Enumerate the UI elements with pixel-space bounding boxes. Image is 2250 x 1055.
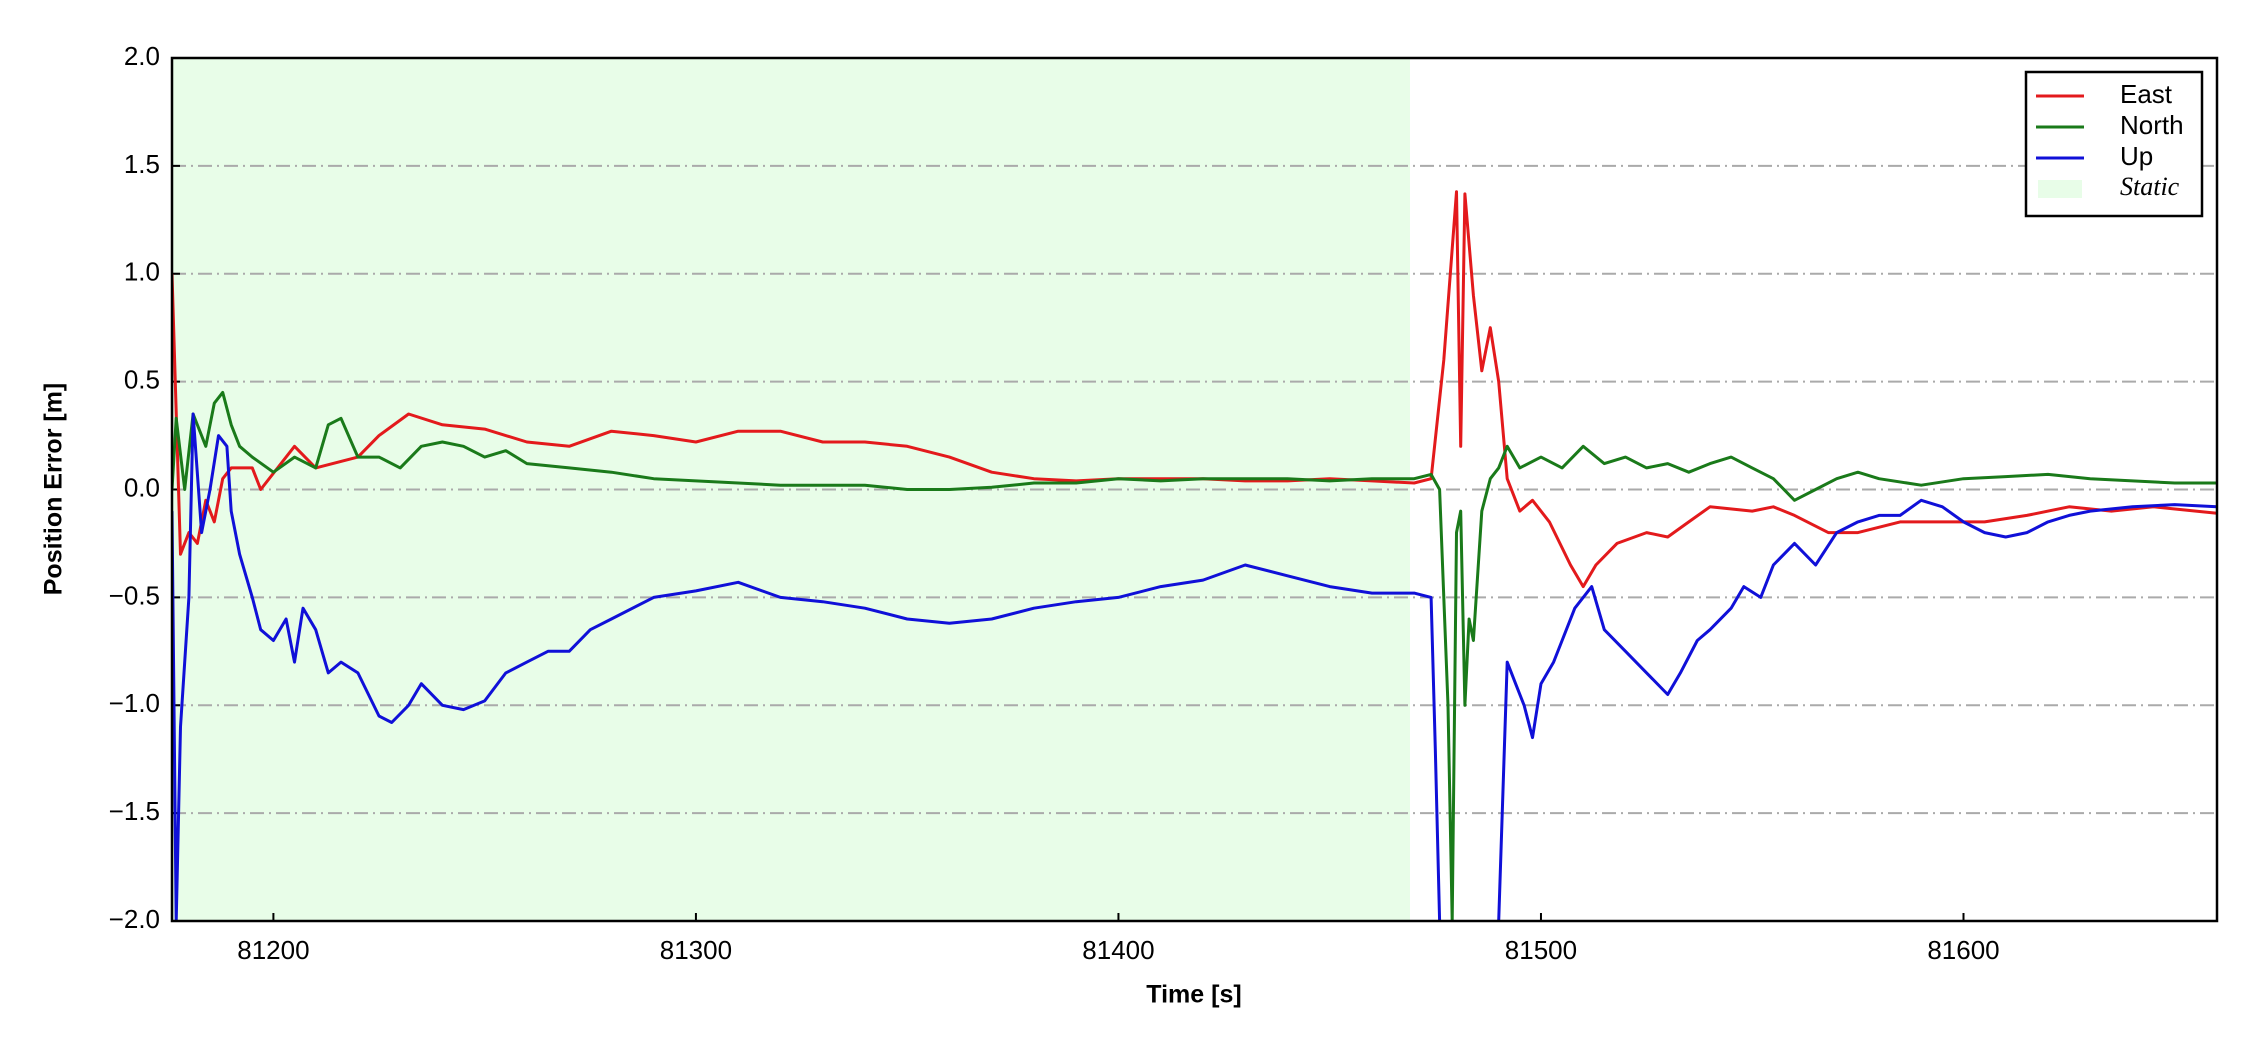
- y-axis-label: Position Error [m]: [40, 383, 68, 596]
- x-tick-label: 81400: [1082, 935, 1154, 965]
- x-tick-label: 81200: [237, 935, 309, 965]
- plot-lines: [172, 190, 2217, 921]
- series-line: [172, 390, 2217, 921]
- series-line: [172, 412, 2217, 921]
- y-tick-label: 0.0: [124, 472, 160, 502]
- y-tick-label: −1.0: [109, 688, 160, 718]
- y-tick-label: −1.5: [109, 796, 160, 826]
- legend-label: East: [2120, 79, 2173, 109]
- legend-swatch: [2038, 180, 2082, 198]
- y-tick-label: 1.5: [124, 149, 160, 179]
- y-tick-label: −2.0: [109, 904, 160, 934]
- plot-frame: [170, 56, 2219, 923]
- legend-label: Up: [2120, 141, 2153, 171]
- y-tick-label: 0.5: [124, 365, 160, 395]
- legend-label: North: [2120, 110, 2184, 140]
- y-tick-label: −0.5: [109, 580, 160, 610]
- y-tick-label: 1.0: [124, 257, 160, 287]
- legend-label: Static: [2120, 172, 2180, 201]
- x-axis-label: Time [s]: [1146, 981, 1241, 1009]
- y-tick-label: 2.0: [124, 41, 160, 71]
- x-tick-label: 81300: [660, 935, 732, 965]
- x-tick-label: 81600: [1927, 935, 1999, 965]
- x-tick-label: 81500: [1505, 935, 1577, 965]
